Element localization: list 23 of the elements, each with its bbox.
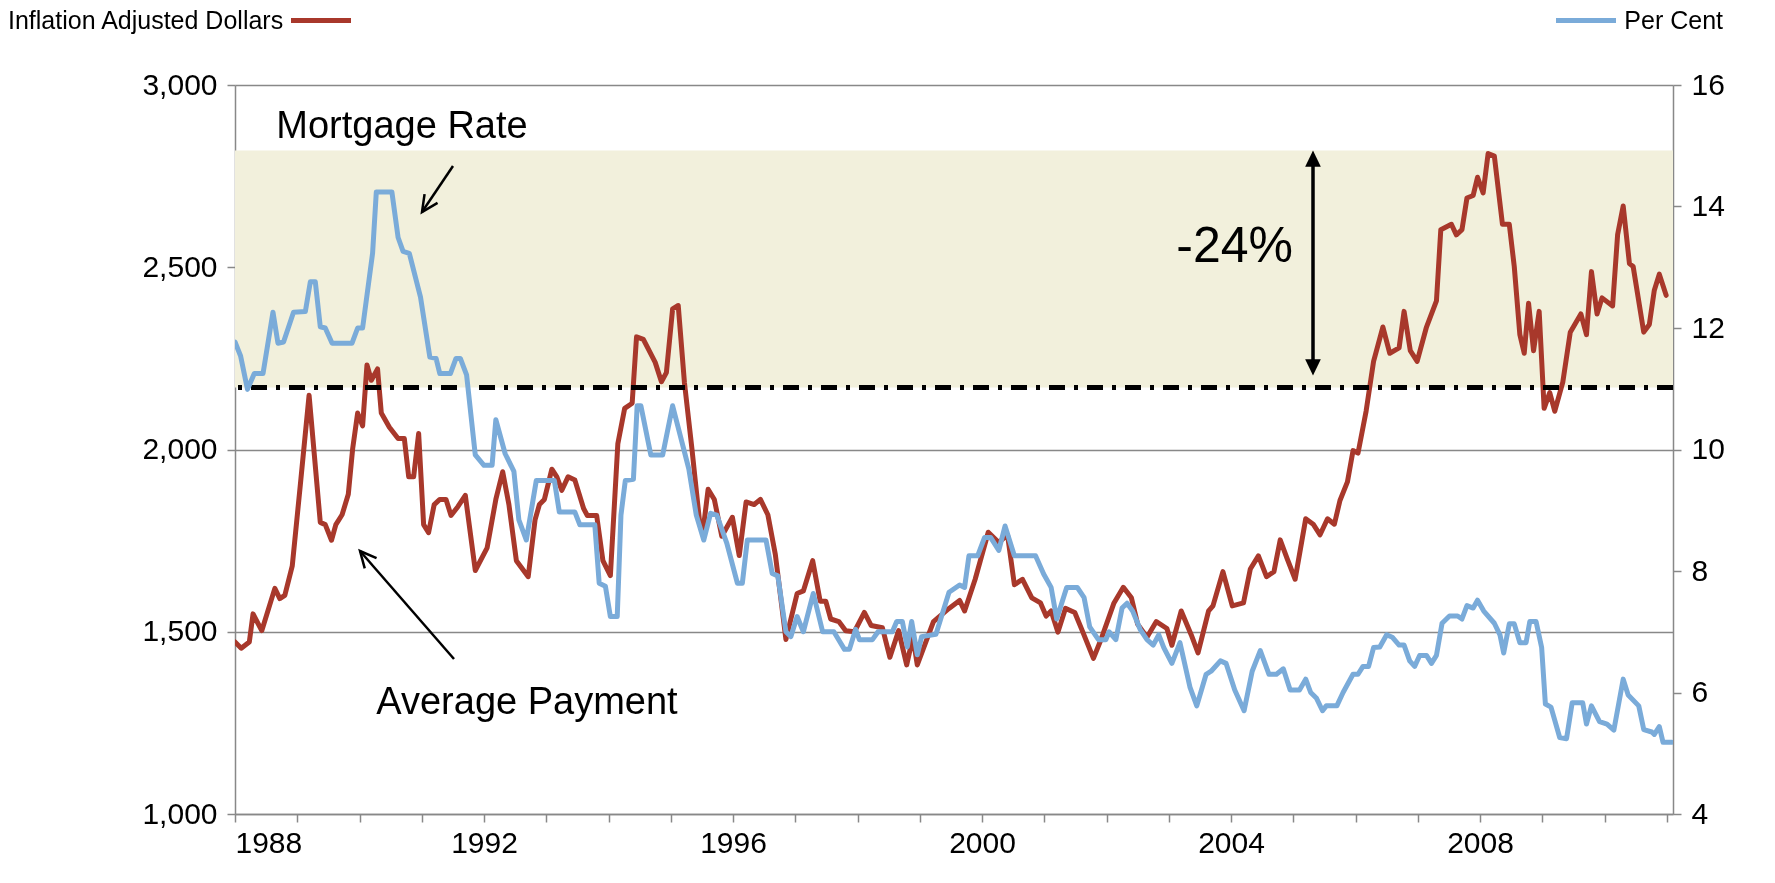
y2-tick-label: 6 xyxy=(1691,675,1709,708)
annotation: Mortgage Rate xyxy=(276,104,528,146)
y-tick-label: 1,000 xyxy=(142,796,218,830)
x-tick-label: 1988 xyxy=(235,825,303,859)
annotation: -24% xyxy=(1176,217,1293,273)
x-tick-label: 2004 xyxy=(1198,825,1265,859)
y-tick-label: 2,500 xyxy=(142,249,218,283)
y2-tick-label: 16 xyxy=(1691,67,1725,101)
annotation: Average Payment xyxy=(376,680,679,722)
y-tick-label: 1,500 xyxy=(142,614,218,648)
x-tick-label: 1996 xyxy=(700,825,767,859)
x-tick-label: 1992 xyxy=(451,825,518,859)
y2-tick-label: 4 xyxy=(1691,796,1709,830)
y2-axis-title: Per Cent xyxy=(1624,6,1723,35)
y-tick-label: 2,000 xyxy=(142,432,218,465)
x-tick-label: 2000 xyxy=(949,825,1016,859)
x-tick-label: 2008 xyxy=(1447,825,1514,859)
y2-tick-label: 8 xyxy=(1691,553,1709,587)
y2-tick-label: 10 xyxy=(1691,432,1725,465)
y2-tick-label: 12 xyxy=(1691,310,1725,344)
y-axis-title: Inflation Adjusted Dollars xyxy=(8,6,284,35)
y-tick-label: 3,000 xyxy=(142,67,218,101)
y2-tick-label: 14 xyxy=(1691,189,1725,222)
